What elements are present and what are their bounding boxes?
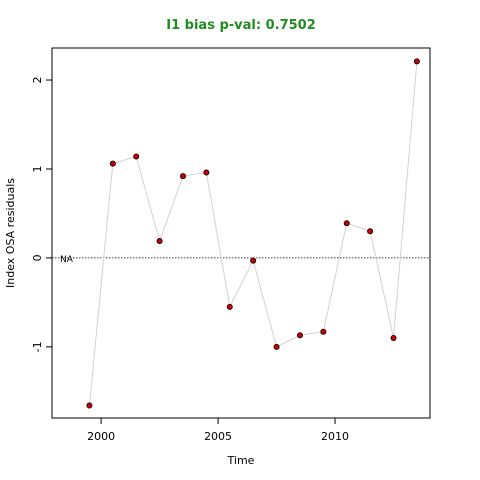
- y-tick-label: 1: [31, 165, 44, 172]
- x-tick-label: 2000: [87, 430, 115, 443]
- point: [296, 332, 303, 339]
- plot-frame: [51, 47, 431, 419]
- x-tick-label: 2005: [204, 430, 232, 443]
- residual-line: [88, 61, 418, 406]
- x-axis-label: Time: [227, 454, 255, 467]
- point: [226, 303, 233, 310]
- y-tick-label: 2: [31, 77, 44, 84]
- point: [133, 153, 140, 160]
- annotation: NA: [60, 255, 74, 265]
- y-tick-label: 0: [31, 254, 44, 261]
- point: [250, 257, 257, 264]
- point: [179, 173, 186, 180]
- point: [156, 238, 163, 245]
- point: [390, 334, 397, 341]
- chart-title: I1 bias p-val: 0.7502: [166, 18, 316, 33]
- point: [273, 343, 280, 350]
- point: [86, 402, 93, 409]
- point: [413, 58, 420, 65]
- point: [203, 169, 210, 176]
- point: [343, 220, 350, 227]
- y-axis-label: Index OSA residuals: [4, 178, 17, 288]
- y-tick-label: -1: [31, 341, 44, 352]
- point: [367, 228, 374, 235]
- point: [109, 160, 116, 167]
- point: [320, 328, 327, 335]
- x-tick-label: 2010: [321, 430, 349, 443]
